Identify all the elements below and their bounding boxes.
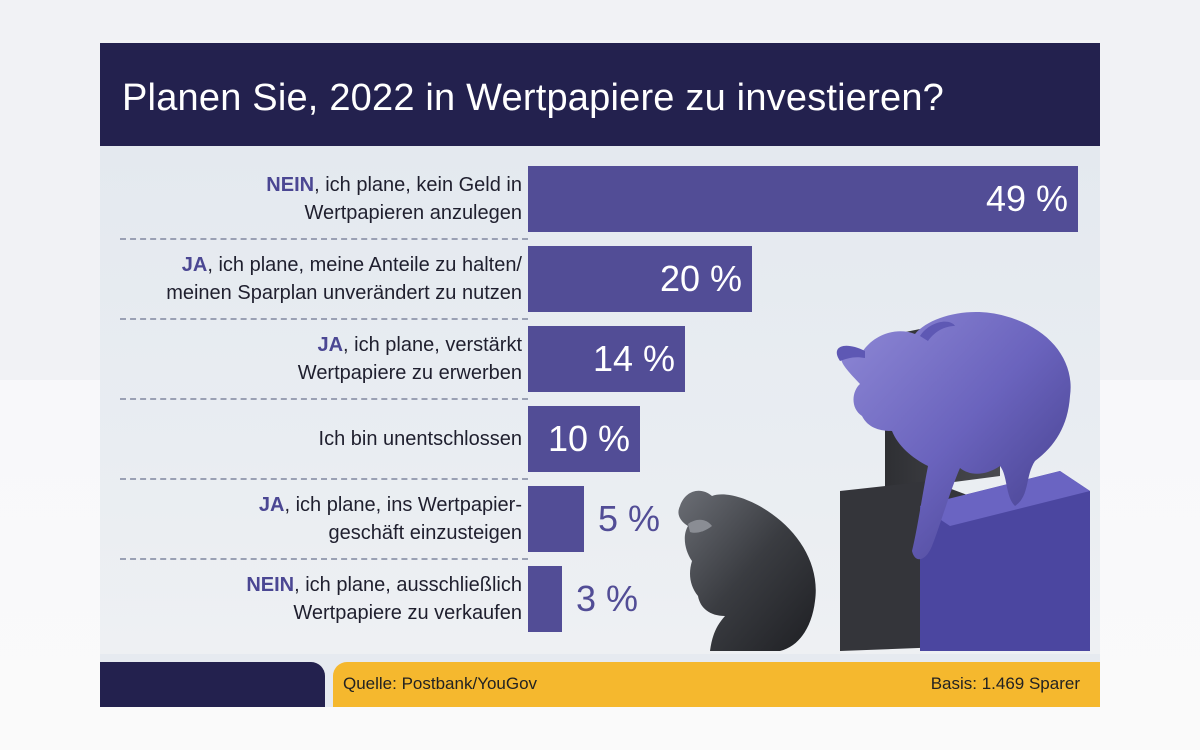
infographic-card: Planen Sie, 2022 in Wertpapiere zu inves… (100, 43, 1100, 707)
category-keyword: JA (258, 494, 285, 516)
category-text: , ich plane, kein Geld in (314, 174, 522, 196)
data-label: 3 % (576, 578, 639, 619)
row-separator (120, 398, 528, 400)
data-label: 20 % (659, 258, 742, 299)
category-label: JA, ich plane, verstärkt Wertpapiere zu e… (102, 331, 522, 387)
data-label: 5 % (598, 498, 661, 539)
category-keyword: NEIN (266, 174, 315, 196)
category-text-line2: geschäft einzusteigen (328, 522, 522, 544)
footer-bar: Quelle: Postbank/YouGov Basis: 1.469 Spa… (333, 662, 1100, 707)
category-keyword: NEIN (246, 574, 295, 596)
category-keyword: JA (317, 334, 344, 356)
category-label: JA, ich plane, meine Anteile zu halten/m… (102, 251, 522, 307)
bar (528, 486, 584, 552)
bar (528, 246, 752, 312)
header-bar: Planen Sie, 2022 in Wertpapiere zu inves… (100, 43, 1100, 146)
bull-shape (840, 312, 1071, 560)
category-label: JA, ich plane, ins Wertpapier-geschäft e… (102, 491, 522, 547)
category-text: Ich bin unentschlossen (318, 428, 522, 450)
data-label: 49 % (985, 178, 1068, 219)
category-text-line2: Wertpapiere zu verkaufen (293, 602, 522, 624)
category-label: NEIN, ich plane, kein Geld in Wertpapiere… (102, 171, 522, 227)
category-keyword: JA (181, 254, 208, 276)
chart-title: Planen Sie, 2022 in Wertpapiere zu inves… (122, 77, 944, 119)
row-separator (120, 238, 528, 240)
data-label: 10 % (547, 418, 630, 459)
category-text-line2: Wertpapieren anzulegen (304, 202, 522, 224)
footer-accent-left (100, 662, 325, 707)
bar-chart: NEIN, ich plane, kein Geld in Wertpapiere… (100, 146, 1100, 654)
category-text: , ich plane, verstärkt (343, 334, 522, 356)
bar (528, 326, 685, 392)
source-note: Quelle: Postbank/YouGov (343, 674, 538, 693)
bar (528, 406, 640, 472)
category-text: , ich plane, meine Anteile zu halten/ (207, 254, 522, 276)
data-label: 14 % (592, 338, 675, 379)
row-separator (120, 558, 528, 560)
bar (528, 166, 1078, 232)
chart-area: NEIN, ich plane, kein Geld in Wertpapiere… (100, 146, 1100, 654)
bar (528, 566, 562, 632)
row-separator (120, 318, 528, 320)
category-label: Ich bin unentschlossen (102, 425, 522, 453)
bull-bear-illustration (678, 312, 1090, 651)
category-label: NEIN, ich plane, ausschließlich Wertpapie… (102, 571, 522, 627)
category-text-line2: Wertpapiere zu erwerben (297, 362, 522, 384)
bear-shape (678, 490, 816, 651)
category-text-line2: meinen Sparplan unverändert zu nutzen (166, 282, 522, 304)
basis-note: Basis: 1.469 Sparer (930, 674, 1080, 693)
category-text: , ich plane, ausschließlich (294, 574, 522, 596)
category-text: , ich plane, ins Wertpapier- (284, 494, 522, 516)
row-separator (120, 478, 528, 480)
